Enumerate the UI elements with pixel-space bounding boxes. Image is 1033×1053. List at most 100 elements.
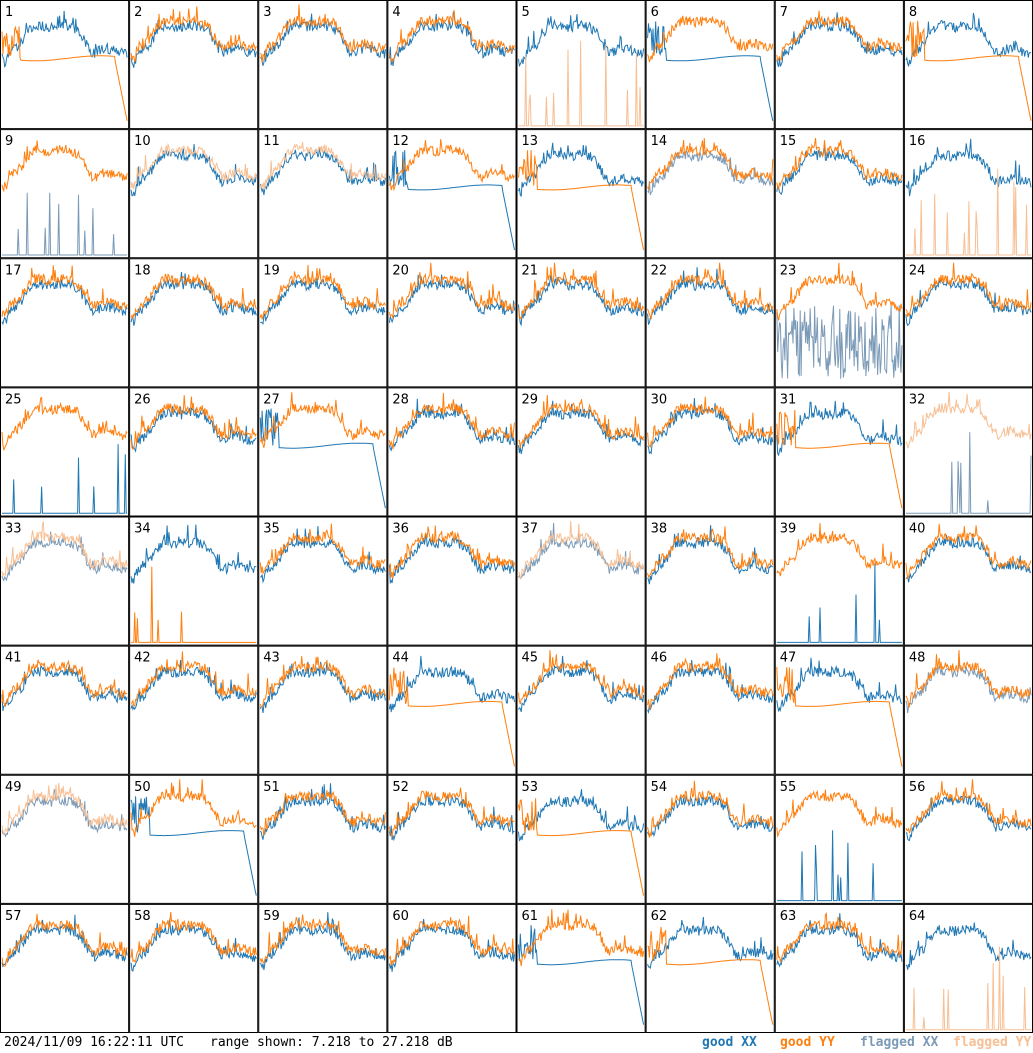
panel-frame [258,903,388,1033]
series-yy [518,909,645,967]
panel-31: 31 [774,387,904,517]
series-yy [518,40,644,127]
series-xx [130,796,257,896]
panel-45: 45 [516,645,646,775]
series-yy [388,10,515,63]
panel-label: 21 [522,263,539,278]
panel-label: 19 [263,263,280,278]
panel-60: 60 [387,903,517,1033]
panel-25: 25 [0,387,130,517]
panel-53: 53 [516,774,646,904]
panel-54: 54 [645,774,775,904]
panel-frame [903,645,1033,775]
panel-43: 43 [258,645,388,775]
panel-57: 57 [0,903,130,1033]
series-xx [905,12,1032,67]
panel-30: 30 [645,387,775,517]
panel-frame [903,903,1033,1033]
series-yy [388,392,515,450]
series-yy [647,780,774,838]
series-yy [1,265,128,317]
series-xx [130,19,257,68]
series-yy [259,523,386,575]
panel-label: 12 [392,134,409,149]
series-yy [130,911,257,963]
legend-flagged-yy: flagged YY [953,1035,1032,1050]
footer: 2024/11/09 16:22:11 UTC range shown: 7.2… [0,1033,1033,1053]
panel-28: 28 [387,387,517,517]
panel-label: 53 [522,780,539,795]
series-xx [647,21,774,122]
series-yy [259,655,386,708]
panel-label: 17 [5,263,22,278]
panel-12: 12 [387,129,517,259]
series-xx [518,142,645,198]
series-yy [518,520,645,580]
timestamp: 2024/11/09 16:22:11 UTC [4,1035,185,1050]
panel-label: 31 [780,392,797,407]
series-yy [905,650,1032,708]
panel-frame [0,774,130,904]
panel-44: 44 [387,645,517,775]
panel-label: 62 [651,909,668,924]
panel-frame [258,387,388,517]
series-yy [130,651,257,708]
panel-frame [774,387,904,517]
series-yy [130,779,257,837]
series-xx [130,144,257,197]
panel-label: 30 [651,392,668,407]
series-yy [388,262,515,319]
series-xx [260,526,386,584]
series-yy [518,394,645,449]
series-xx [905,277,1032,327]
panel-label: 45 [522,651,539,666]
panel-19: 19 [258,258,388,388]
series-xx [518,275,645,327]
panel-frame [387,903,517,1033]
panel-52: 52 [387,774,517,904]
series-xx [647,659,774,714]
series-yy [518,262,645,320]
series-xx [647,148,774,196]
panel-22: 22 [645,258,775,388]
series-yy [259,914,386,964]
panel-label: 1 [5,5,13,20]
panel-frame [903,774,1033,904]
panel-49: 49 [0,774,130,904]
panel-label: 37 [522,522,539,537]
panel-label: 59 [263,909,280,924]
series-xx [388,655,515,713]
panel-label: 26 [134,392,151,407]
panel-59: 59 [258,903,388,1033]
series-yy [130,142,257,190]
range-shown: range shown: 7.218 to 27.218 dB [210,1035,453,1050]
panel-label: 55 [780,780,797,795]
panel-frame [129,903,259,1033]
series-yy [776,523,903,577]
series-yy [905,779,1032,834]
series-yy [259,392,386,448]
panel-label: 7 [780,5,788,20]
panel-frame [516,774,646,904]
panel-frame [258,0,388,130]
panel-frame [774,129,904,259]
panel-frame [645,387,775,517]
panel-label: 35 [263,522,280,537]
panel-33: 33 [0,516,130,646]
series-xx [259,13,386,66]
panel-label: 48 [909,651,926,666]
panel-label: 13 [522,134,539,149]
panel-frame [387,516,517,646]
panel-4: 4 [387,0,517,130]
panel-21: 21 [516,258,646,388]
series-yy [647,653,774,711]
series-yy [776,789,903,838]
panel-56: 56 [903,774,1033,904]
panel-2: 2 [129,0,259,130]
panel-label: 38 [651,522,668,537]
panel-frame [516,129,646,259]
series-yy [647,396,774,449]
series-xx [905,138,1032,197]
panel-label: 40 [909,522,926,537]
series-yy [518,798,645,896]
